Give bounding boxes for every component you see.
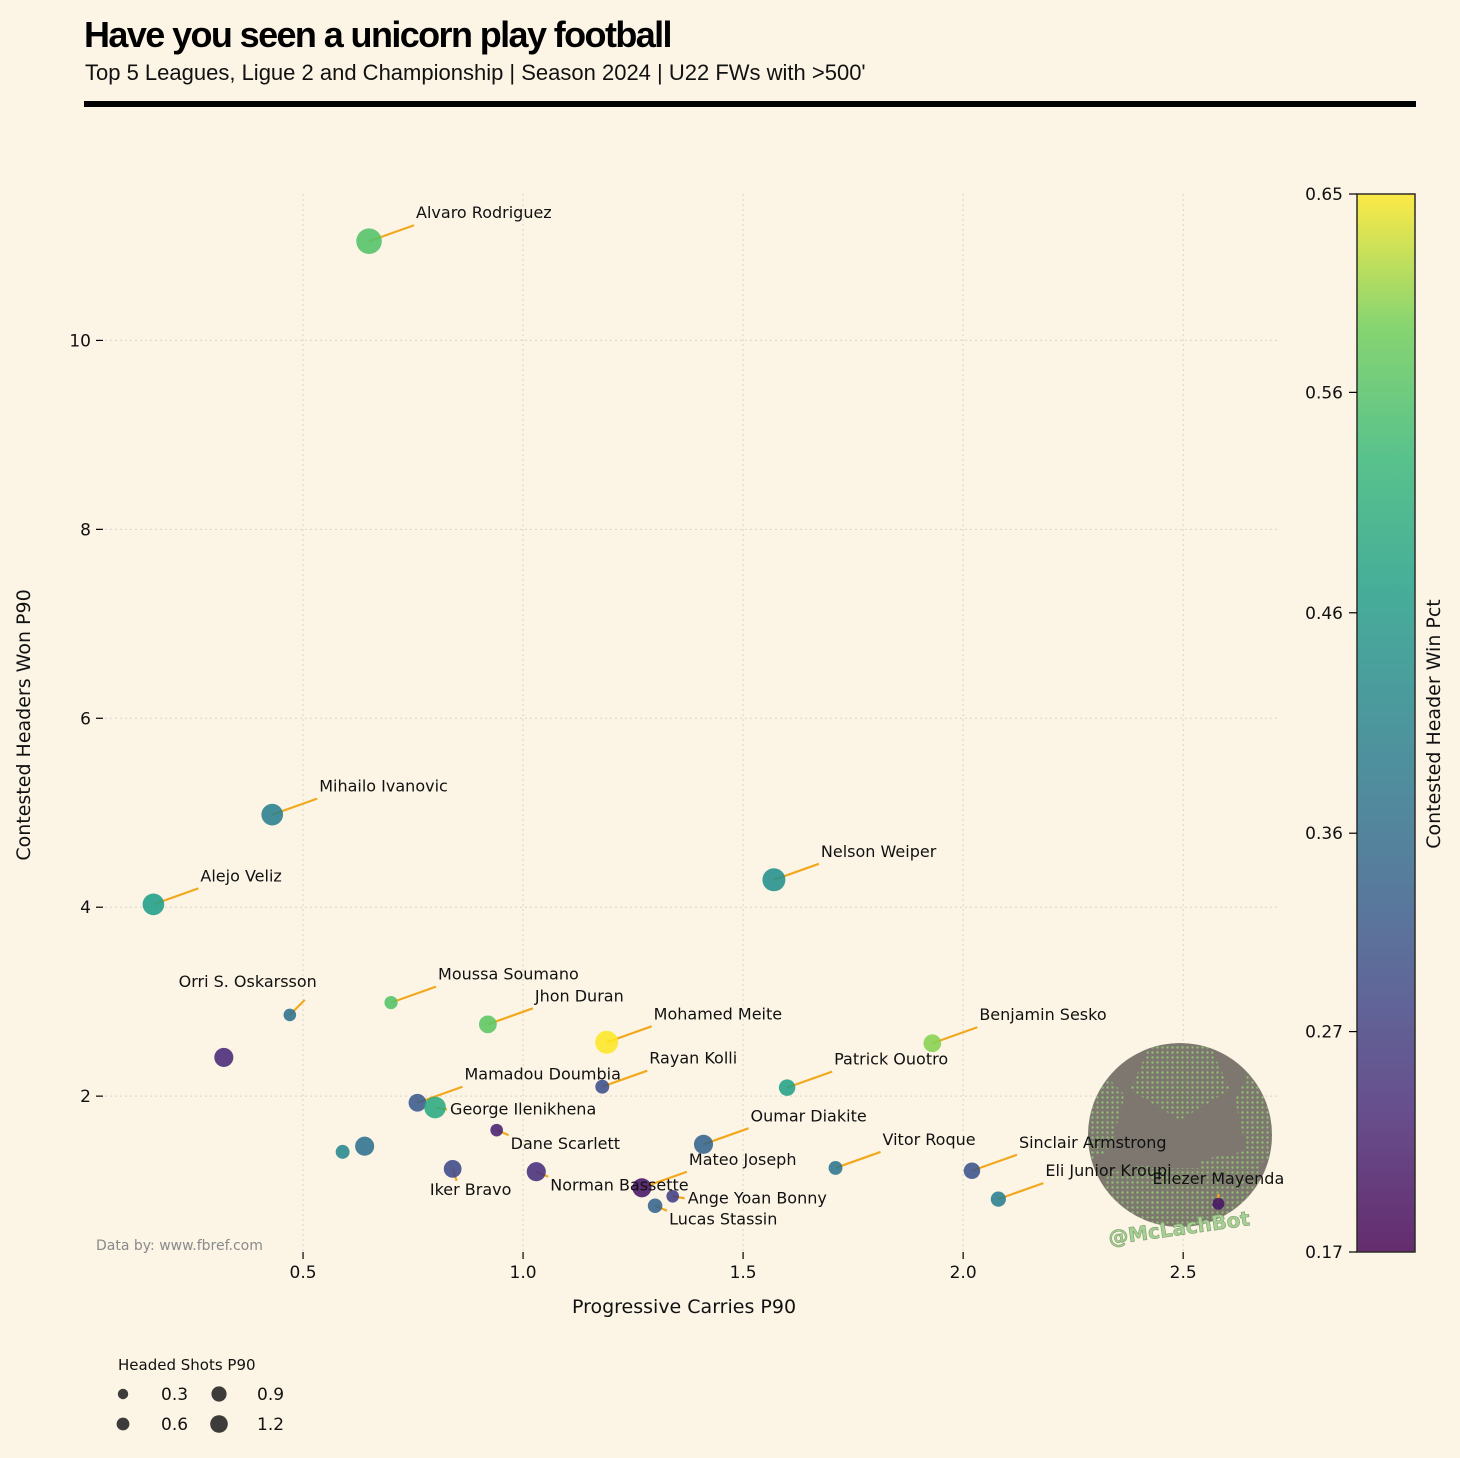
point-label: Alejo Veliz	[200, 866, 281, 885]
colorbar-tick-label: 0.56	[1305, 383, 1343, 403]
y-axis-label: Contested Headers Won P90	[13, 589, 35, 860]
scatter-point-13[interactable]	[424, 1096, 446, 1119]
scatter-point-26[interactable]	[1212, 1197, 1225, 1210]
scatter-point-15[interactable]	[355, 1136, 375, 1156]
point-label: Alvaro Rodriguez	[416, 203, 552, 222]
leader-line	[835, 1150, 881, 1169]
colorbar-gradient	[1356, 193, 1416, 1253]
point-labels: Alvaro Rodriguez Mihailo Ivanovic Alejo Ve…	[179, 203, 1285, 1228]
size-legend-title: Headed Shots P90	[118, 1356, 256, 1374]
x-tick-label: 2.5	[1170, 1263, 1197, 1283]
y-axis: 2 4 6 8 10	[69, 331, 103, 1107]
point-label: Patrick Ouotro	[834, 1050, 948, 1069]
point-label: Lucas Stassin	[669, 1210, 777, 1229]
x-axis: 0.5 1.0 1.5 2.0 2.5	[290, 1252, 1197, 1283]
point-label: Mohamed Meite	[654, 1004, 782, 1023]
x-tick-label: 1.5	[730, 1263, 757, 1283]
y-tick-label: 6	[80, 709, 91, 729]
colorbar: 0.17 0.27 0.36 0.46 0.56 0.65 Contested Heade…	[1305, 185, 1445, 1263]
scatter-point-12[interactable]	[408, 1093, 427, 1112]
point-label: Nelson Weiper	[821, 842, 937, 861]
scatter-point-20[interactable]	[632, 1178, 652, 1198]
colorbar-tick-label: 0.17	[1305, 1243, 1343, 1263]
leader-line	[390, 985, 437, 1004]
point-label: Ange Yoan Bonny	[688, 1188, 827, 1207]
point-label: George Ilenikhena	[450, 1099, 596, 1118]
scatter-point-17[interactable]	[693, 1134, 714, 1154]
scatter-point-8[interactable]	[923, 1034, 942, 1053]
grid-lines	[105, 194, 1280, 1252]
leader-line	[601, 1069, 648, 1088]
scatter-point-6[interactable]	[478, 1015, 497, 1034]
colorbar-label: Contested Header Win Pct	[1423, 599, 1445, 849]
point-label: Rayan Kolli	[649, 1049, 737, 1068]
chart-title: Have you seen a unicorn play football	[84, 14, 673, 55]
colorbar-ticks: 0.17 0.27 0.36 0.46 0.56 0.65	[1305, 185, 1357, 1263]
point-label: Oumar Diakite	[751, 1106, 867, 1125]
scatter-point-24[interactable]	[647, 1198, 663, 1213]
scatter-point-18[interactable]	[443, 1159, 462, 1178]
point-label: Sinclair Armstrong	[1019, 1133, 1167, 1152]
scatter-point-14[interactable]	[490, 1123, 503, 1137]
scatter-point-3[interactable]	[762, 868, 786, 892]
title-divider	[84, 101, 1416, 107]
point-label: Orri S. Oskarsson	[179, 972, 317, 991]
point-label: Moussa Soumano	[438, 965, 579, 984]
scatter-point-11[interactable]	[778, 1079, 796, 1096]
point-label: Dane Scarlett	[511, 1134, 620, 1153]
point-label: Vitor Roque	[883, 1130, 976, 1149]
scatter-point-7[interactable]	[595, 1030, 619, 1054]
size-legend-label: 1.2	[257, 1415, 284, 1435]
source-note: Data by: www.fbref.com	[96, 1238, 263, 1254]
point-label: Benjamin Sesko	[979, 1005, 1106, 1024]
scatter-point-4[interactable]	[283, 1008, 297, 1022]
scatter-point-25[interactable]	[990, 1191, 1006, 1207]
scatter-points	[142, 228, 1225, 1213]
y-tick-label: 4	[80, 898, 91, 918]
scatter-point-10[interactable]	[595, 1079, 610, 1094]
ball-icon: @McLachBot	[1088, 1043, 1272, 1250]
leader-line	[997, 1182, 1044, 1201]
point-label: Norman Bassette	[550, 1176, 688, 1195]
x-tick-label: 0.5	[290, 1263, 317, 1283]
scatter-point-16[interactable]	[335, 1144, 350, 1159]
point-label: Eli Junior Kroupi	[1045, 1161, 1171, 1180]
point-label: Mihailo Ivanovic	[319, 777, 448, 796]
size-legend-label: 0.9	[257, 1385, 284, 1405]
point-label: Mamadou Doumbia	[464, 1065, 620, 1084]
chart-subtitle: Top 5 Leagues, Ligue 2 and Championship …	[85, 60, 866, 85]
colorbar-tick-label: 0.65	[1305, 185, 1343, 205]
colorbar-tick-label: 0.27	[1305, 1023, 1343, 1043]
y-tick-label: 10	[69, 331, 91, 351]
x-tick-label: 1.0	[510, 1263, 537, 1283]
scatter-point-1[interactable]	[261, 803, 284, 826]
point-label: Iker Bravo	[430, 1180, 512, 1199]
size-legend-label: 0.6	[161, 1415, 188, 1435]
y-tick-label: 8	[80, 520, 91, 540]
point-label: Eliezer Mayenda	[1152, 1169, 1284, 1188]
size-legend: Headed Shots P90 0.3 0.6 0.9 1.2	[116, 1356, 284, 1435]
size-legend-marker	[116, 1417, 130, 1431]
point-label: Jhon Duran	[534, 986, 624, 1005]
point-label: Mateo Joseph	[689, 1150, 797, 1169]
y-tick-label: 2	[80, 1087, 91, 1107]
size-legend-marker	[117, 1388, 129, 1400]
size-legend-label: 0.3	[161, 1385, 188, 1405]
size-legend-marker	[211, 1386, 227, 1402]
scatter-point-2[interactable]	[142, 893, 165, 916]
scatter-point-23[interactable]	[666, 1189, 679, 1203]
scatter-point-21[interactable]	[828, 1160, 843, 1175]
scatter-point-9[interactable]	[214, 1047, 234, 1067]
size-legend-marker	[210, 1415, 228, 1433]
x-axis-label: Progressive Carries P90	[572, 1296, 796, 1318]
scatter-point-19[interactable]	[526, 1162, 546, 1182]
colorbar-tick-label: 0.36	[1305, 824, 1343, 844]
scatter-point-5[interactable]	[384, 995, 398, 1010]
scatter-point-0[interactable]	[356, 228, 382, 255]
scatter-point-22[interactable]	[963, 1162, 981, 1180]
x-tick-label: 2.0	[950, 1263, 977, 1283]
colorbar-tick-label: 0.46	[1305, 604, 1343, 624]
